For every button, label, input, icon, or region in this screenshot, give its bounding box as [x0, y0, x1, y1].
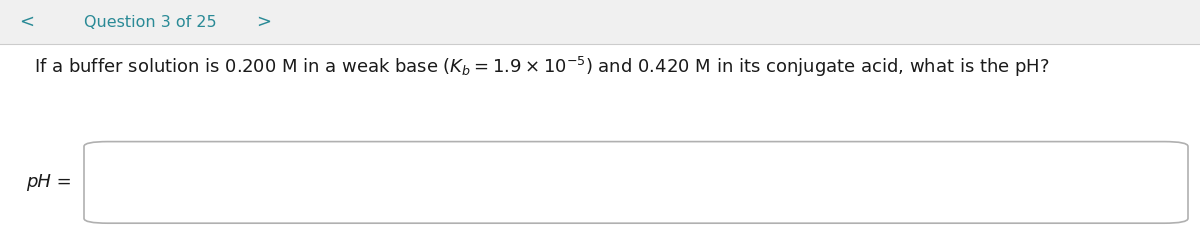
Text: pH =: pH =: [26, 173, 72, 192]
Text: >: >: [257, 13, 271, 31]
Text: If a buffer solution is 0.200 M in a weak base ($K_b = 1.9 \times 10^{-5}$) and : If a buffer solution is 0.200 M in a wea…: [34, 55, 1049, 79]
Text: Question 3 of 25: Question 3 of 25: [84, 15, 216, 30]
Text: <: <: [19, 13, 34, 31]
